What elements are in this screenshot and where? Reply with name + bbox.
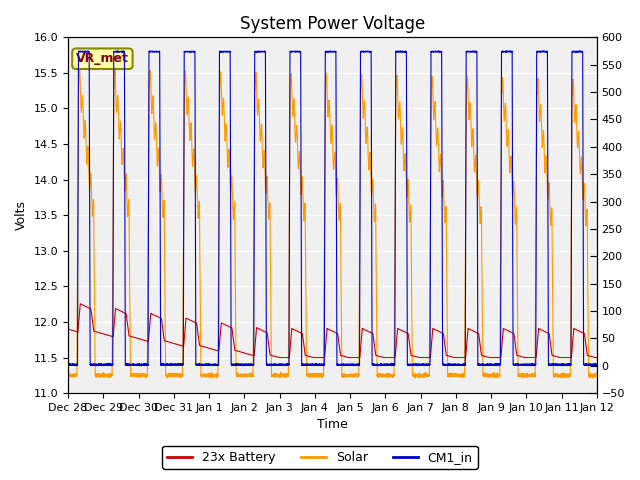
Y-axis label: Volts: Volts [15, 200, 28, 230]
Legend: 23x Battery, Solar, CM1_in: 23x Battery, Solar, CM1_in [163, 446, 477, 469]
X-axis label: Time: Time [317, 419, 348, 432]
Title: System Power Voltage: System Power Voltage [240, 15, 425, 33]
Text: VR_met: VR_met [76, 52, 129, 65]
